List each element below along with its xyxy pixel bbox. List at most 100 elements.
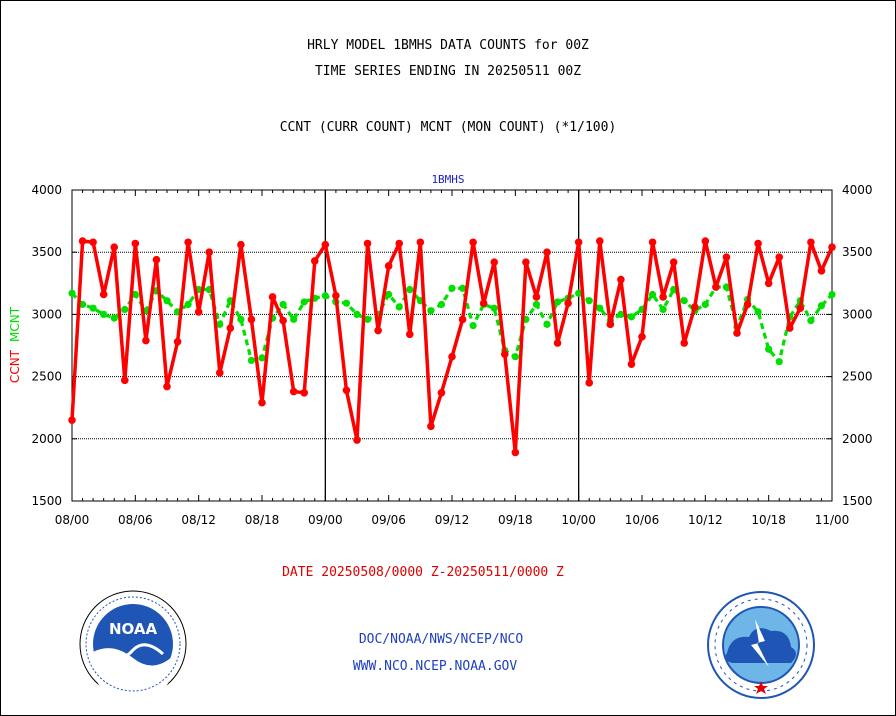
data-point-ccnt <box>300 388 309 397</box>
data-point-mcnt <box>300 298 308 306</box>
data-point-mcnt <box>78 300 87 309</box>
y-tick-label-right: 3000 <box>842 307 873 321</box>
x-tick-label: 09/18 <box>498 513 533 527</box>
y-axis-label-mcnt: MCNT <box>8 306 22 342</box>
data-point-ccnt <box>416 238 425 247</box>
data-point-ccnt <box>638 332 646 341</box>
data-point-ccnt <box>321 240 330 249</box>
data-point-mcnt <box>110 314 118 322</box>
x-tick-label: 10/06 <box>625 513 660 527</box>
y-tick-label-right: 3500 <box>842 245 873 259</box>
data-point-ccnt <box>574 238 583 247</box>
data-point-mcnt <box>701 300 709 309</box>
data-point-ccnt <box>690 303 699 311</box>
data-point-ccnt <box>194 308 203 316</box>
data-point-ccnt <box>405 330 414 339</box>
data-point-ccnt <box>374 326 382 335</box>
data-point-ccnt <box>669 258 678 266</box>
data-point-mcnt <box>342 299 351 307</box>
y-tick-label-right: 2500 <box>842 370 873 384</box>
data-point-mcnt <box>216 320 224 328</box>
data-point-mcnt <box>406 285 414 294</box>
data-point-mcnt <box>511 353 519 361</box>
x-tick-label: 09/12 <box>435 513 470 527</box>
data-point-ccnt <box>173 337 182 346</box>
data-point-mcnt <box>458 284 467 292</box>
series-line-ccnt <box>70 239 834 455</box>
footer-link-doc[interactable]: DOC/NOAA/NWS/NCEP/NCO <box>358 632 524 647</box>
y-tick-label-right: 4000 <box>842 183 873 197</box>
footer-link-website[interactable]: WWW.NCO.NCEP.NOAA.GOV <box>352 659 518 674</box>
data-point-ccnt <box>785 324 794 332</box>
data-point-ccnt <box>701 237 710 245</box>
data-point-mcnt <box>828 290 836 299</box>
y-tick-label-left: 3500 <box>31 245 62 259</box>
data-point-mcnt <box>437 300 446 309</box>
data-point-mcnt <box>121 305 129 314</box>
x-tick-label: 09/00 <box>308 513 343 527</box>
data-point-mcnt <box>89 304 97 312</box>
data-point-ccnt <box>532 293 541 301</box>
data-point-ccnt <box>648 238 657 247</box>
data-point-ccnt <box>606 320 615 329</box>
y-tick-label-right: 1500 <box>842 494 873 508</box>
data-point-mcnt <box>617 310 625 318</box>
data-point-ccnt <box>184 238 192 247</box>
data-point-ccnt <box>479 299 488 308</box>
data-point-mcnt <box>100 310 108 318</box>
x-tick-label: 10/12 <box>688 513 723 527</box>
data-point-ccnt <box>78 237 87 245</box>
data-point-ccnt <box>237 240 245 249</box>
data-point-ccnt <box>427 422 435 431</box>
data-point-ccnt <box>120 376 129 385</box>
y-tick-label-left: 2000 <box>31 432 62 446</box>
data-point-ccnt <box>89 238 97 247</box>
data-point-ccnt <box>543 248 551 256</box>
data-point-mcnt <box>680 297 688 305</box>
data-point-ccnt <box>437 388 446 397</box>
data-point-ccnt <box>764 279 773 288</box>
data-point-ccnt <box>131 239 140 248</box>
data-point-mcnt <box>490 304 498 312</box>
data-point-ccnt <box>490 258 499 266</box>
data-point-mcnt <box>290 315 298 323</box>
data-point-mcnt <box>659 305 667 314</box>
data-point-mcnt <box>448 284 456 292</box>
data-point-mcnt <box>648 290 657 299</box>
data-point-mcnt <box>68 289 76 297</box>
data-point-ccnt <box>733 329 741 337</box>
x-tick-label: 10/18 <box>751 513 786 527</box>
data-point-ccnt <box>258 398 266 407</box>
y-tick-label-left: 3000 <box>31 307 62 321</box>
data-point-ccnt <box>722 253 731 261</box>
data-point-mcnt <box>722 283 731 291</box>
data-point-mcnt <box>258 354 266 362</box>
data-point-ccnt <box>152 255 161 264</box>
data-point-ccnt <box>448 352 456 361</box>
data-point-ccnt <box>142 336 150 345</box>
x-tick-label: 10/00 <box>561 513 596 527</box>
data-point-ccnt <box>712 283 720 291</box>
data-point-ccnt <box>384 262 393 270</box>
data-point-mcnt <box>543 320 551 328</box>
data-point-ccnt <box>595 237 604 245</box>
data-point-ccnt <box>332 291 340 300</box>
data-point-mcnt <box>765 345 773 353</box>
data-point-mcnt <box>237 315 245 323</box>
data-point-ccnt <box>500 350 509 359</box>
data-point-ccnt <box>659 293 667 301</box>
data-point-mcnt <box>532 300 541 309</box>
noaa-logo-text: NOAA <box>109 620 158 638</box>
data-point-ccnt <box>585 379 594 387</box>
data-point-mcnt <box>469 321 477 330</box>
data-point-ccnt <box>279 316 287 325</box>
y-tick-label-left: 1500 <box>31 494 62 508</box>
data-point-ccnt <box>511 448 520 457</box>
x-tick-label: 08/00 <box>55 513 90 527</box>
data-point-ccnt <box>215 369 224 377</box>
data-point-ccnt <box>617 275 625 284</box>
data-point-ccnt <box>68 416 76 424</box>
data-point-mcnt <box>353 310 361 318</box>
data-point-mcnt <box>807 317 815 325</box>
